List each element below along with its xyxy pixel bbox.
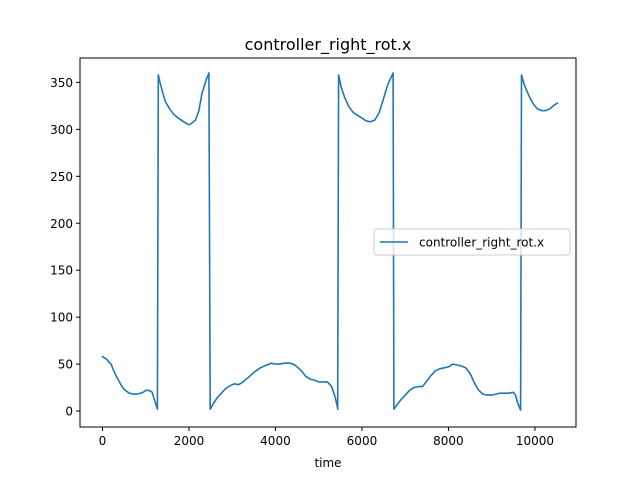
- x-tick-label: 8000: [433, 434, 464, 448]
- legend[interactable]: controller_right_rot.x: [373, 228, 571, 256]
- y-tick-label: 250: [50, 170, 73, 184]
- y-axis: 0 50 100 150 200 250 300 350: [50, 76, 80, 419]
- x-tick-label: 10000: [516, 434, 554, 448]
- y-tick-label: 300: [50, 123, 73, 137]
- y-tick-label: 150: [50, 264, 73, 278]
- y-tick-label: 200: [50, 217, 73, 231]
- x-axis-label: time: [314, 456, 341, 470]
- y-tick-label: 0: [65, 405, 73, 419]
- legend-box: [373, 228, 571, 256]
- y-tick-label: 50: [58, 358, 73, 372]
- series-line: [101, 72, 559, 411]
- legend-label: controller_right_rot.x: [419, 236, 544, 250]
- y-tick-label: 100: [50, 311, 73, 325]
- plot-frame: [79, 57, 577, 428]
- x-tick-label: 4000: [260, 434, 291, 448]
- x-axis: 0 2000 4000 6000 8000 10000: [99, 427, 554, 448]
- plot-area: [79, 57, 577, 428]
- x-tick-label: 0: [99, 434, 107, 448]
- x-tick-label: 6000: [347, 434, 378, 448]
- y-tick-label: 350: [50, 76, 73, 90]
- x-tick-label: 2000: [174, 434, 205, 448]
- chart-title: controller_right_rot.x: [245, 35, 412, 55]
